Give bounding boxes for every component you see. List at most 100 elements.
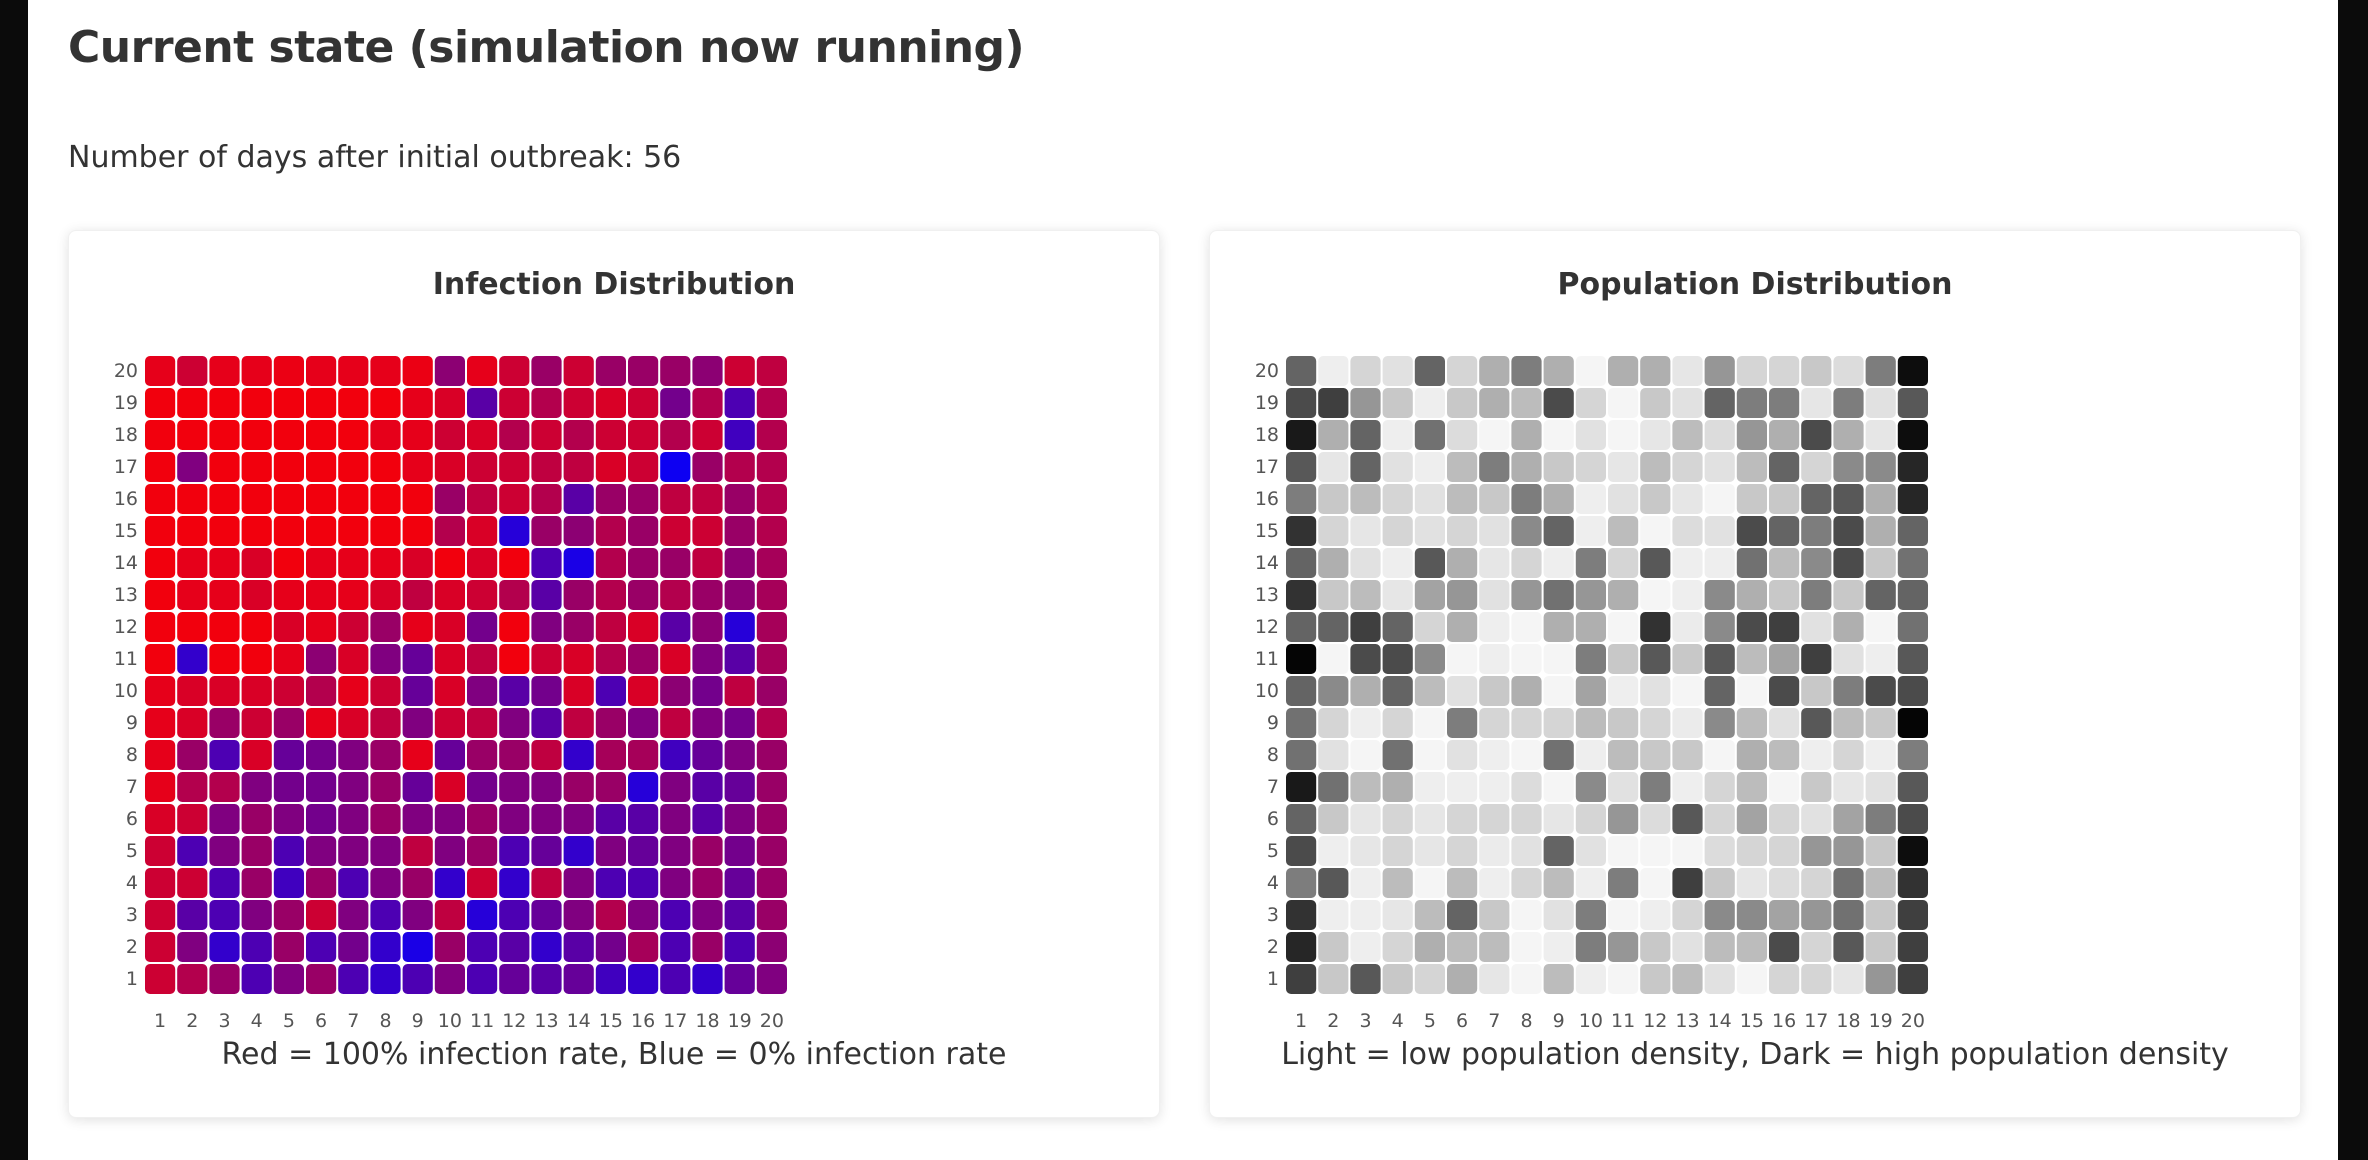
infection-cell [724,452,755,482]
population-cell [1704,580,1735,610]
population-cell [1447,484,1478,514]
population-cell [1511,420,1542,450]
population-cell [1543,708,1574,738]
population-cell [1833,452,1864,482]
infection-x-tick-label: 12 [502,1010,526,1032]
infection-cell [499,548,530,578]
infection-cell [756,708,787,738]
infection-cell [660,356,691,386]
population-cell [1543,932,1574,962]
infection-x-tick-label: 13 [534,1010,558,1032]
population-cell [1704,964,1735,994]
infection-cell [145,708,176,738]
infection-x-tick-label: 4 [251,1010,263,1032]
population-cell [1543,388,1574,418]
infection-cell [756,772,787,802]
population-cell [1414,484,1445,514]
infection-cell [692,740,723,770]
population-cell [1511,452,1542,482]
infection-y-tick-label: 8 [126,744,138,766]
infection-cell [177,836,208,866]
infection-cell [499,772,530,802]
infection-cell [467,420,498,450]
population-cell [1414,836,1445,866]
population-cell [1382,932,1413,962]
infection-cell [273,868,304,898]
population-cell [1897,452,1928,482]
population-cell [1575,356,1606,386]
population-y-tick-label: 19 [1255,392,1279,414]
population-cell [1414,644,1445,674]
population-cell [1318,836,1349,866]
population-cell [1769,868,1800,898]
infection-y-tick-label: 19 [114,392,138,414]
infection-cell [628,868,659,898]
population-cell [1479,516,1510,546]
population-cell [1801,740,1832,770]
population-cell [1865,964,1896,994]
population-cell [1350,804,1381,834]
infection-cell [756,580,787,610]
infection-cell [628,772,659,802]
population-cell [1543,772,1574,802]
population-cell [1801,388,1832,418]
infection-cell [595,964,626,994]
infection-cell [628,644,659,674]
infection-cell [660,804,691,834]
population-cell [1382,740,1413,770]
page-title: Current state (simulation now running) [68,22,1025,73]
population-cell [1833,644,1864,674]
population-cell [1318,516,1349,546]
infection-cell [273,420,304,450]
infection-cell [306,388,337,418]
infection-cell [241,868,272,898]
infection-cell [499,740,530,770]
population-cell [1414,388,1445,418]
population-cell [1382,644,1413,674]
population-cell [1897,516,1928,546]
population-y-tick-label: 11 [1255,648,1279,670]
population-cell [1479,868,1510,898]
infection-cell [499,964,530,994]
population-cell [1447,420,1478,450]
population-cell [1865,388,1896,418]
population-y-tick-label: 10 [1255,680,1279,702]
infection-cell [177,900,208,930]
population-y-tick-label: 20 [1255,360,1279,382]
population-cell [1833,804,1864,834]
infection-cell [724,836,755,866]
population-cell [1543,612,1574,642]
population-cell [1736,676,1767,706]
infection-cell [756,388,787,418]
infection-cell [467,516,498,546]
population-x-tick-label: 16 [1772,1010,1796,1032]
infection-x-tick-label: 1 [154,1010,166,1032]
infection-x-tick-label: 2 [186,1010,198,1032]
population-x-tick-label: 4 [1392,1010,1404,1032]
population-cell [1318,548,1349,578]
population-cell [1704,804,1735,834]
infection-cell [370,516,401,546]
infection-cell [273,836,304,866]
population-cell [1479,932,1510,962]
infection-cell [177,932,208,962]
population-cell [1833,740,1864,770]
population-cell [1414,964,1445,994]
infection-cell [563,804,594,834]
infection-cell [467,676,498,706]
population-cell [1897,868,1928,898]
infection-cell [499,644,530,674]
population-x-tick-label: 8 [1520,1010,1532,1032]
population-cell [1704,676,1735,706]
infection-cell [306,708,337,738]
infection-cell [338,900,369,930]
population-cell [1575,900,1606,930]
population-cell [1479,900,1510,930]
population-cell [1608,900,1639,930]
population-cell [1511,388,1542,418]
infection-cell [145,420,176,450]
infection-cell [499,708,530,738]
infection-cell [724,612,755,642]
infection-cell [756,740,787,770]
